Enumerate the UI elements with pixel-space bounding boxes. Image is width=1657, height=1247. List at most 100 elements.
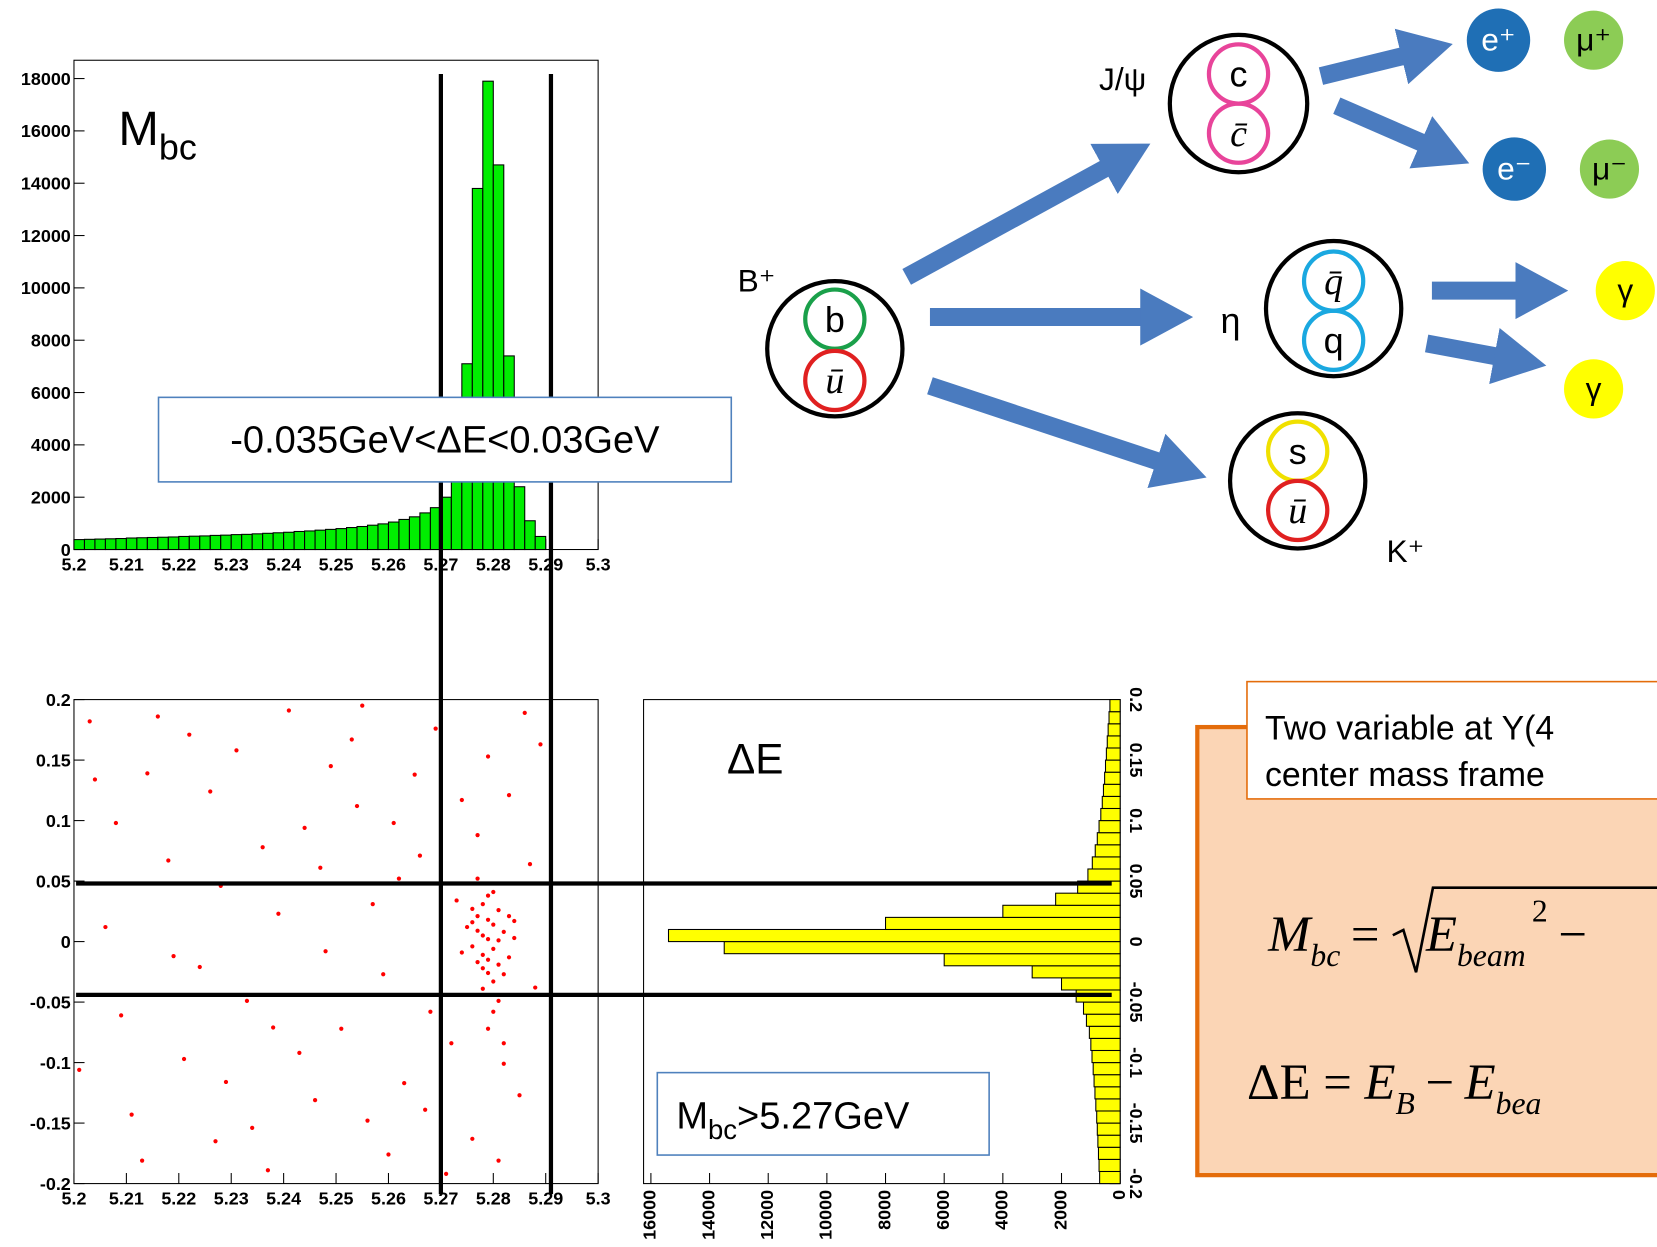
bar — [409, 517, 419, 550]
bar — [944, 954, 1120, 966]
x-tick-label: 2000 — [1050, 1190, 1070, 1230]
point — [517, 1093, 521, 1097]
point — [329, 764, 333, 768]
point — [486, 918, 490, 922]
f-part: ΔE — [1247, 1054, 1311, 1110]
point — [213, 1139, 217, 1143]
bar — [315, 530, 325, 549]
y-tick-label: 18000 — [21, 69, 71, 89]
bar — [535, 536, 545, 549]
bar — [1091, 1038, 1120, 1050]
quark-label: c̄ — [1230, 113, 1248, 155]
x-tick-label: 10000 — [816, 1190, 836, 1240]
f-part: bc — [1310, 938, 1340, 973]
x-tick-label: 4000 — [992, 1190, 1012, 1230]
plot-frame — [74, 700, 598, 1184]
f-part: 2 — [1532, 894, 1548, 929]
point — [481, 987, 485, 991]
point — [460, 950, 464, 954]
point — [491, 1010, 495, 1014]
bar — [1086, 1014, 1120, 1026]
y-tick-label: 0.05 — [36, 871, 71, 891]
photon-label: γ — [1617, 272, 1633, 308]
point — [266, 1168, 270, 1172]
y-tick-label: 8000 — [31, 331, 71, 351]
x-tick-label: 5.3 — [586, 555, 611, 575]
de-label: ΔE — [727, 736, 783, 783]
bar — [263, 533, 273, 549]
point — [486, 958, 490, 962]
bar — [147, 537, 157, 549]
point — [502, 1062, 506, 1066]
point — [528, 862, 532, 866]
bar — [420, 513, 430, 550]
bar — [1062, 978, 1121, 990]
point — [428, 1010, 432, 1014]
y-tick-label: 0 — [61, 932, 71, 952]
point — [350, 737, 354, 741]
y-tick-label: 0.1 — [46, 811, 71, 831]
point — [413, 772, 417, 776]
point — [198, 965, 202, 969]
bar — [493, 165, 503, 550]
point — [318, 866, 322, 870]
y-tick-label: 16000 — [21, 121, 71, 141]
f-part: bea — [1496, 1086, 1542, 1121]
bar — [305, 531, 315, 550]
y-tick-label: 14000 — [21, 174, 71, 194]
bar — [1098, 1147, 1120, 1159]
x-tick-label: 5.29 — [528, 555, 563, 575]
bar — [1095, 845, 1120, 857]
label-sub: bc — [159, 127, 197, 168]
bar — [451, 476, 461, 549]
bar — [1098, 1135, 1120, 1147]
point — [470, 1137, 474, 1141]
y-tick-label: 2000 — [31, 488, 71, 508]
slide: 5.25.215.225.235.245.255.265.275.285.295… — [0, 0, 1657, 1247]
y-tick-label: -0.15 — [1126, 1103, 1146, 1144]
particle-label: B⁺ — [738, 263, 776, 299]
y-tick-label: 0.2 — [1126, 687, 1146, 712]
bar — [326, 529, 336, 549]
info-line: center mass frame — [1265, 756, 1545, 794]
point — [454, 898, 458, 902]
point — [166, 858, 170, 862]
point — [339, 1027, 343, 1031]
bar — [210, 535, 220, 549]
point — [486, 893, 490, 897]
bar — [514, 487, 524, 550]
quark-label: q — [1324, 320, 1344, 361]
point — [444, 1172, 448, 1176]
point — [77, 1068, 81, 1072]
quark-label: ū — [825, 360, 844, 402]
x-tick-label: 8000 — [874, 1190, 894, 1230]
quark-label: ū — [1288, 490, 1307, 532]
bar — [1089, 1026, 1120, 1038]
bar — [84, 539, 94, 549]
particle-label: K⁺ — [1386, 533, 1424, 569]
bar — [347, 528, 357, 550]
bar — [1097, 1111, 1120, 1123]
point — [276, 912, 280, 916]
bar — [1101, 808, 1120, 820]
x-tick-label: 5.23 — [214, 1189, 249, 1209]
point — [481, 902, 485, 906]
point — [402, 1081, 406, 1085]
bar — [388, 522, 398, 549]
lepton-label: e⁻ — [1497, 151, 1531, 187]
point — [114, 821, 118, 825]
point — [512, 936, 516, 940]
point — [182, 1057, 186, 1061]
bar — [273, 533, 283, 550]
point — [434, 727, 438, 731]
bar — [472, 188, 482, 549]
f-part: B — [1396, 1086, 1415, 1121]
photon-label: γ — [1586, 370, 1602, 406]
bar — [1099, 1159, 1120, 1171]
point — [507, 914, 511, 918]
text-sub: bc — [708, 1114, 737, 1145]
f-part: E — [1364, 1054, 1396, 1110]
point — [313, 1098, 317, 1102]
x-tick-label: 5.26 — [371, 1189, 406, 1209]
y-tick-label: 0 — [1126, 937, 1146, 947]
